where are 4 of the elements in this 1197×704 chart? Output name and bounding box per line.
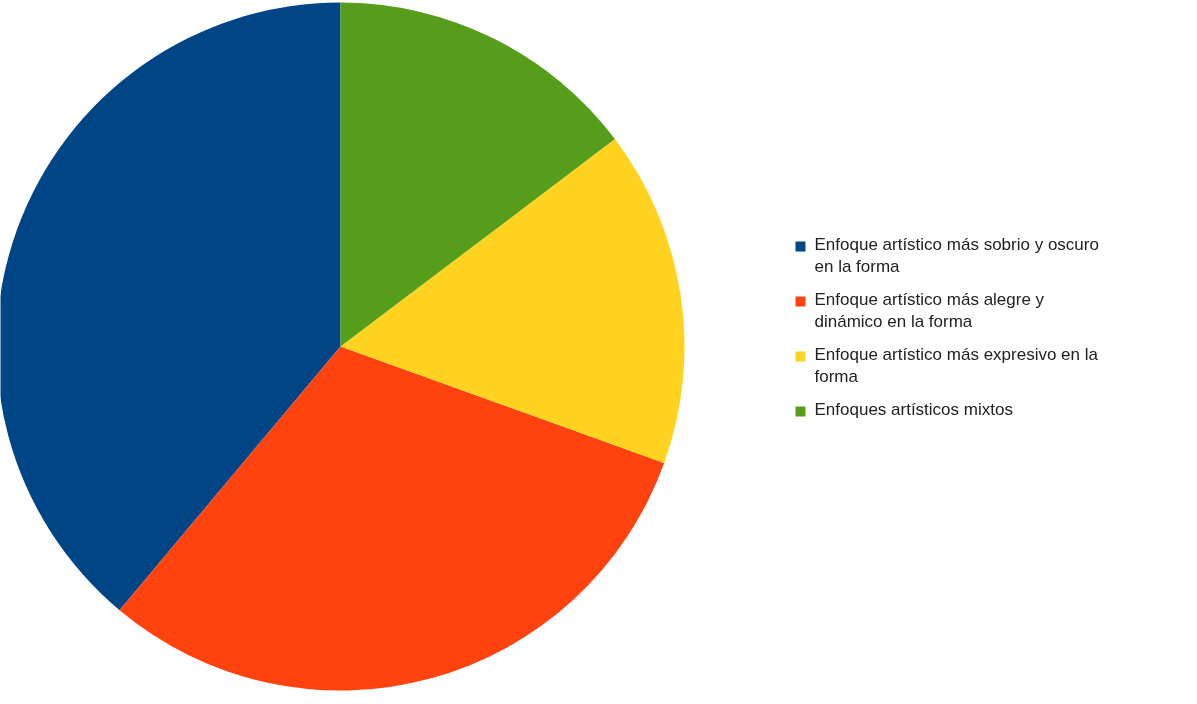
legend-label: Enfoque artístico más sobrio y oscuro en la forma bbox=[814, 235, 1099, 276]
legend-label: Enfoque artístico más expresivo en la forma bbox=[814, 345, 1099, 386]
legend-label: Enfoque artístico más alegre y dinámico en la forma bbox=[814, 290, 1045, 331]
legend-label: Enfoques artísticos mixtos bbox=[814, 400, 1013, 419]
